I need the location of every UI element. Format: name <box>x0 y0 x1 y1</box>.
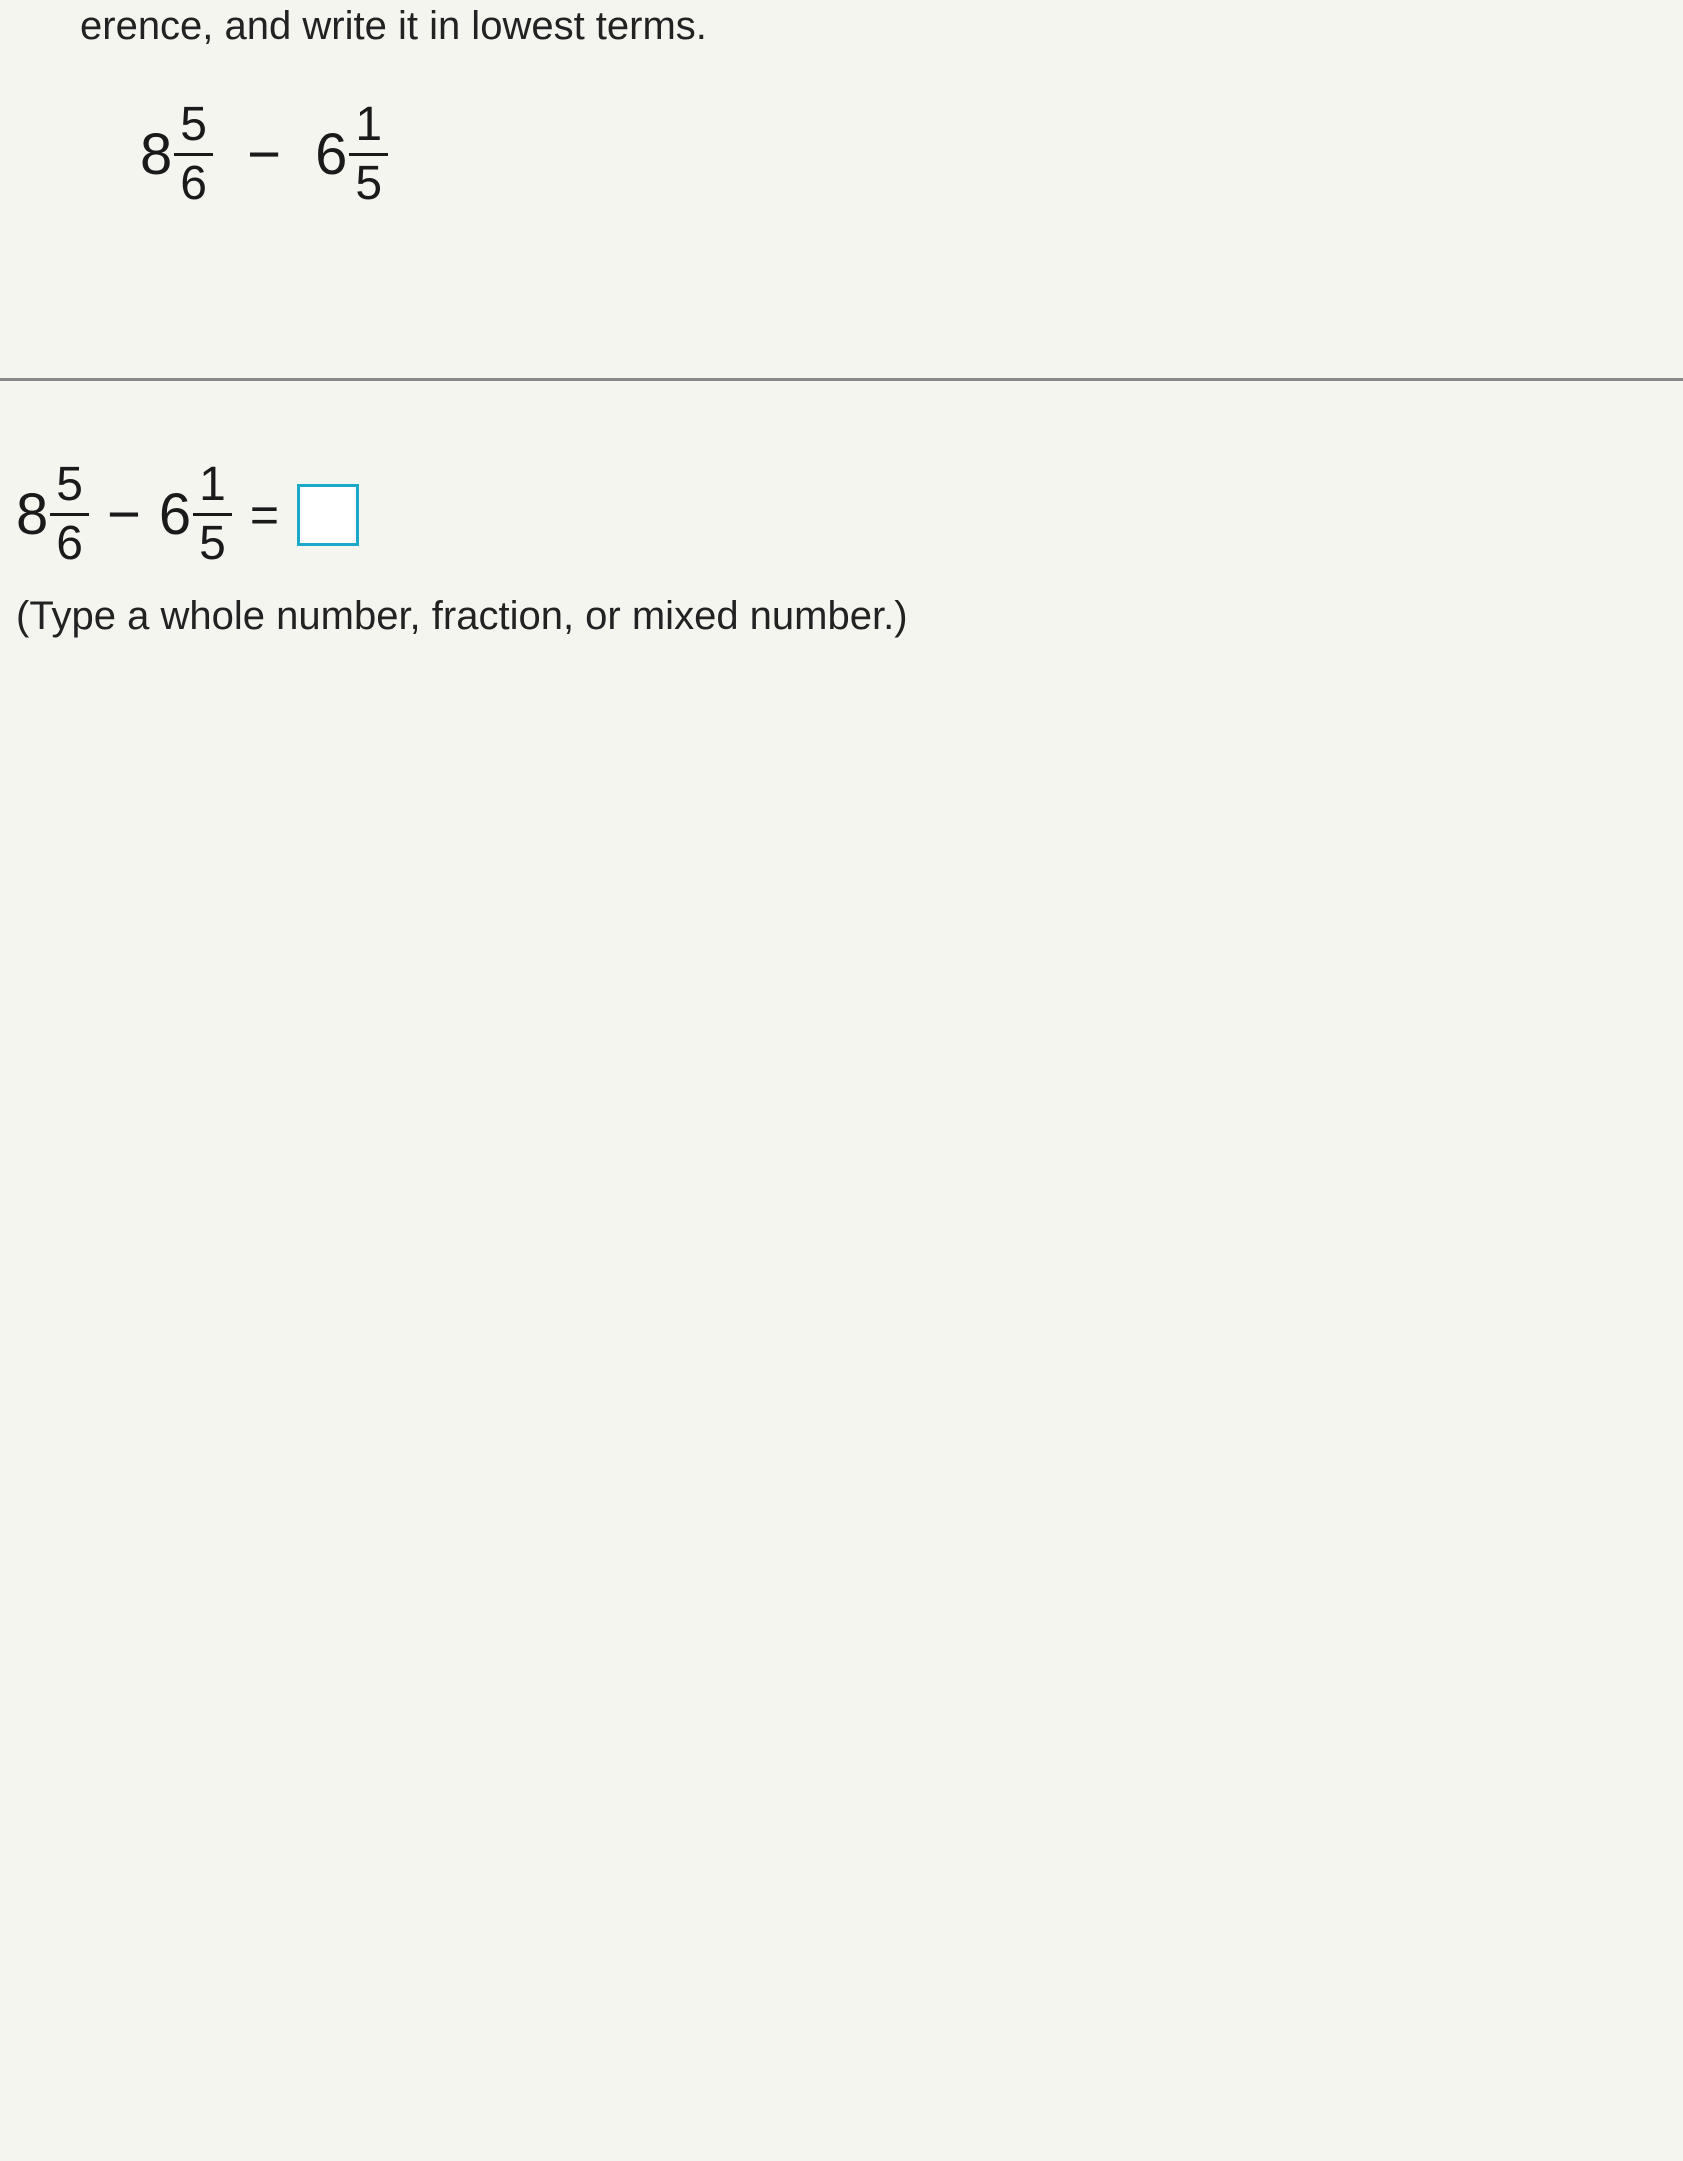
minuend-whole: 8 <box>140 126 174 184</box>
instruction-text: erence, and write it in lowest terms. <box>40 0 1643 49</box>
answer-minuend-numerator: 5 <box>50 461 89 513</box>
answer-region: 8 5 6 − 6 1 5 = (Type a whole number, fr… <box>0 381 1683 639</box>
answer-minus-operator: − <box>89 481 159 548</box>
answer-subtrahend-mixed-number: 6 1 5 <box>159 461 232 568</box>
answer-minuend-fraction: 5 6 <box>50 461 89 568</box>
answer-expression: 8 5 6 − 6 1 5 = <box>16 461 1643 568</box>
subtrahend-whole: 6 <box>315 126 349 184</box>
answer-hint-text: (Type a whole number, fraction, or mixed… <box>16 594 1643 639</box>
answer-minuend-denominator: 6 <box>50 513 89 568</box>
answer-input[interactable] <box>297 484 359 546</box>
minuend-fraction: 5 6 <box>174 101 213 208</box>
answer-subtrahend-whole: 6 <box>159 486 193 544</box>
answer-subtrahend-denominator: 5 <box>193 513 232 568</box>
subtrahend-numerator: 1 <box>349 101 388 153</box>
answer-subtrahend-fraction: 1 5 <box>193 461 232 568</box>
minus-operator: − <box>229 122 299 187</box>
subtrahend-mixed-number: 6 1 5 <box>315 101 388 208</box>
answer-minuend-whole: 8 <box>16 486 50 544</box>
answer-subtrahend-numerator: 1 <box>193 461 232 513</box>
minuend-mixed-number: 8 5 6 <box>140 101 213 208</box>
equals-sign: = <box>232 486 297 544</box>
problem-expression: 8 5 6 − 6 1 5 <box>140 101 1643 208</box>
problem-region: erence, and write it in lowest terms. 8 … <box>0 0 1683 288</box>
answer-minuend-mixed-number: 8 5 6 <box>16 461 89 568</box>
minuend-denominator: 6 <box>174 153 213 208</box>
minuend-numerator: 5 <box>174 101 213 153</box>
subtrahend-fraction: 1 5 <box>349 101 388 208</box>
subtrahend-denominator: 5 <box>349 153 388 208</box>
